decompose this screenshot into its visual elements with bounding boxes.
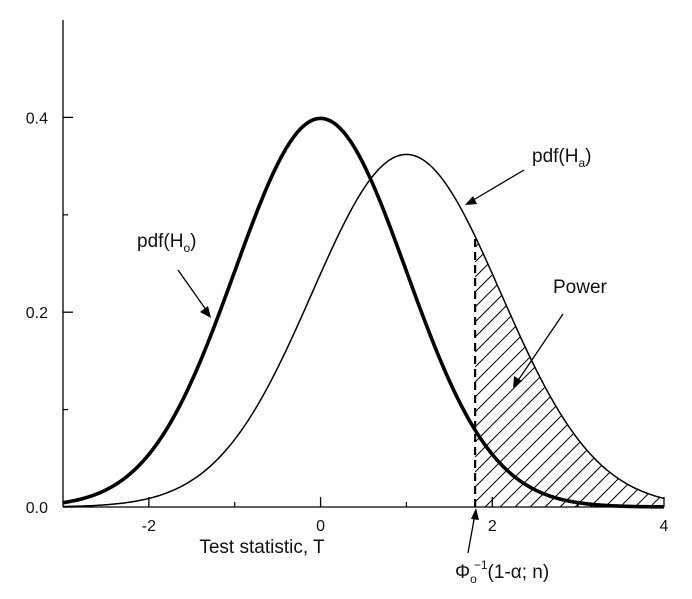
x-tick-label: 0 — [316, 518, 325, 535]
power-hatch-region — [474, 243, 660, 508]
x-axis-title: Test statistic, T — [199, 537, 325, 558]
y-tick-label: 0.2 — [26, 305, 48, 322]
power-arrow — [516, 313, 564, 383]
x-tick-label: 2 — [488, 518, 497, 535]
null-pdf-arrow — [177, 269, 210, 315]
axes: -2 0 2 4 0.0 0.2 0.4 — [26, 20, 669, 535]
y-tick-label: 0.0 — [26, 500, 48, 517]
series-line-null — [62, 116, 665, 509]
annotation-null-pdf: pdf(Ho) — [137, 231, 211, 318]
power-label: Power — [553, 277, 608, 298]
axis-ticks: -2 0 2 4 0.0 0.2 0.4 — [26, 110, 669, 535]
series-line-alternative — [62, 153, 665, 508]
power-arrowhead — [513, 376, 522, 388]
annotation-power: Power — [513, 277, 608, 388]
critical-value-arrowhead — [471, 508, 479, 520]
x-tick-label: -2 — [142, 518, 156, 535]
annotation-critical-value: Φo−1(1-α; n) — [455, 508, 549, 586]
null-pdf-label: pdf(Ho) — [137, 231, 196, 255]
alt-pdf-arrowhead — [465, 196, 477, 205]
x-tick-label: 4 — [660, 518, 669, 535]
plot-area — [62, 116, 665, 509]
critical-value-label: Φo−1(1-α; n) — [455, 558, 549, 586]
alt-pdf-label: pdf(Ha) — [532, 146, 591, 170]
y-tick-label: 0.4 — [26, 110, 48, 127]
annotation-alt-pdf: pdf(Ha) — [465, 146, 591, 205]
alt-pdf-arrow — [469, 169, 525, 203]
critical-value-arrow — [467, 513, 476, 554]
null-pdf-arrowhead — [200, 306, 211, 318]
